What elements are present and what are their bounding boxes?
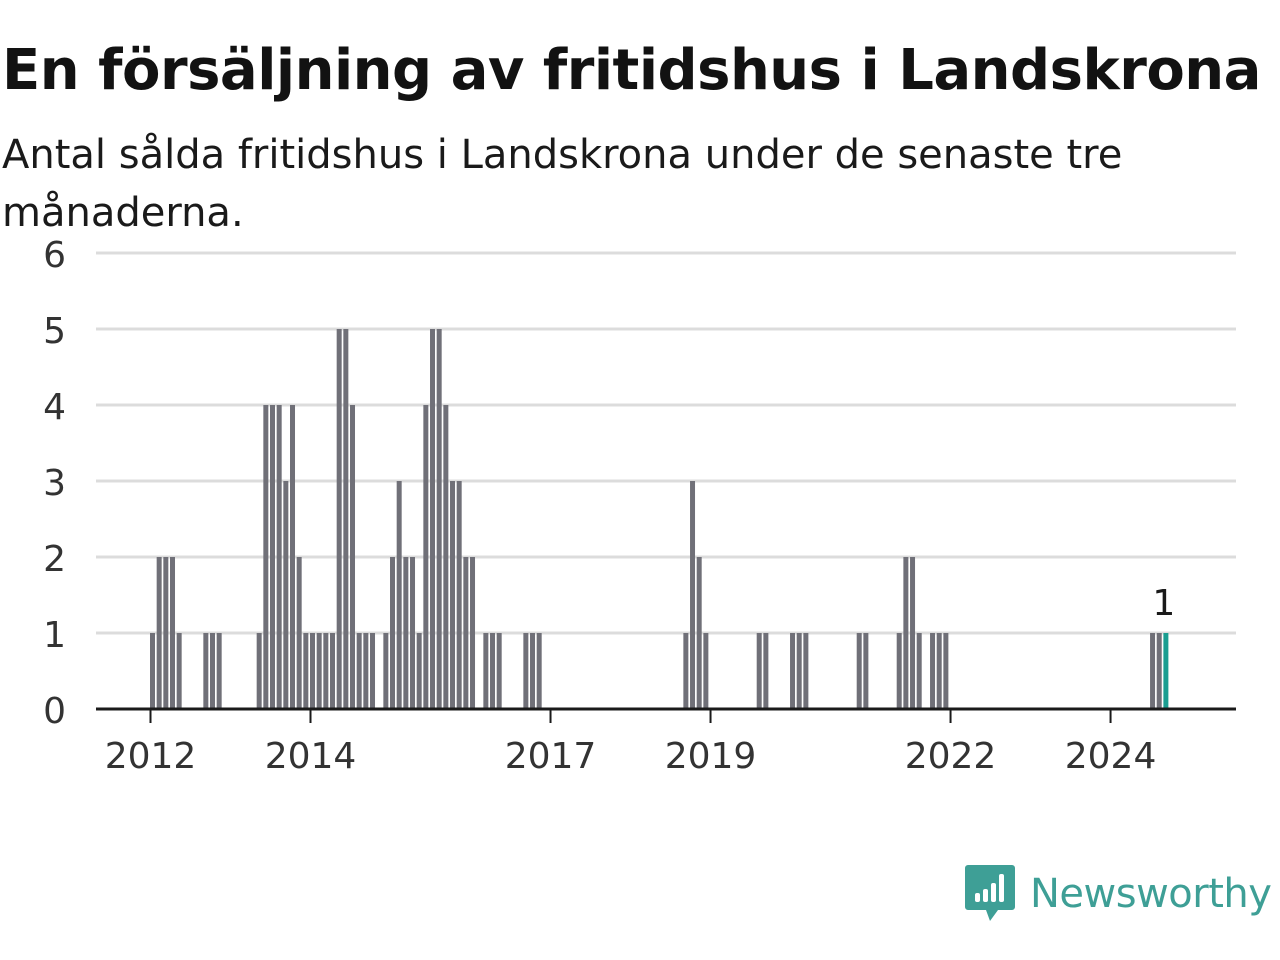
bar (756, 633, 762, 709)
bar (430, 329, 436, 709)
bar (303, 633, 309, 709)
bar (163, 557, 169, 709)
bar (530, 633, 536, 709)
bar (696, 557, 702, 709)
bar (316, 633, 322, 709)
y-tick-label: 4 (43, 387, 66, 428)
bar (536, 633, 542, 709)
bar (296, 557, 302, 709)
bar (150, 633, 155, 709)
bar (210, 633, 216, 709)
bar (690, 481, 696, 709)
newsworthy-logo-icon (965, 865, 1015, 921)
bar (156, 557, 162, 709)
y-tick-label: 1 (43, 615, 66, 656)
bar-highlight (1163, 633, 1169, 709)
bar (270, 405, 276, 709)
bar (416, 633, 422, 709)
x-tick-label: 2022 (905, 736, 997, 777)
bar (796, 633, 802, 709)
bar (790, 633, 796, 709)
bar (803, 633, 809, 709)
bar (896, 633, 902, 709)
bar (863, 633, 869, 709)
bar (176, 633, 182, 709)
bar (256, 633, 262, 709)
bar (310, 633, 316, 709)
bar (450, 481, 456, 709)
bar (263, 405, 269, 709)
y-tick-label: 3 (43, 463, 66, 504)
brand-name: Newsworthy (1030, 871, 1272, 917)
bar (490, 633, 496, 709)
bar (523, 633, 529, 709)
bar (463, 557, 469, 709)
x-tick-label: 2012 (105, 736, 197, 777)
bar (916, 633, 922, 709)
bar (703, 633, 709, 709)
y-tick-label: 5 (43, 311, 66, 352)
x-tick-label: 2019 (665, 736, 757, 777)
bar (930, 633, 936, 709)
x-tick-label: 2017 (505, 736, 597, 777)
bar (763, 633, 769, 709)
bar (370, 633, 376, 709)
bar (423, 405, 429, 709)
y-tick-label: 6 (43, 235, 66, 276)
bar (356, 633, 362, 709)
labels: 0 1 2 3 4 5 6 1 2012 2014 2017 2019 2022 2024 (43, 235, 1175, 777)
bar (856, 633, 862, 709)
bar (403, 557, 409, 709)
bar (330, 633, 336, 709)
data-label: 1 (1152, 583, 1175, 624)
bar (436, 329, 442, 709)
bar (443, 405, 449, 709)
bar (336, 329, 342, 709)
bar (1156, 633, 1162, 709)
y-tick-label: 0 (43, 691, 66, 732)
bar (683, 633, 689, 709)
bar (350, 405, 356, 709)
bar (943, 633, 949, 709)
bar (216, 633, 222, 709)
bar (910, 557, 916, 709)
x-tick-label: 2014 (265, 736, 357, 777)
bar (396, 481, 402, 709)
axes (96, 707, 1236, 723)
bar (290, 405, 296, 709)
bar (410, 557, 416, 709)
y-tick-label: 2 (43, 539, 66, 580)
bar (456, 481, 462, 709)
bar (496, 633, 502, 709)
bar (483, 633, 489, 709)
bar (390, 557, 396, 709)
brand: Newsworthy (964, 862, 1272, 926)
bar (1150, 633, 1156, 709)
bar (323, 633, 329, 709)
x-tick-label: 2024 (1065, 736, 1157, 777)
bar (343, 329, 349, 709)
bar (470, 557, 476, 709)
bar (203, 633, 209, 709)
bar (363, 633, 369, 709)
bar (170, 557, 176, 709)
chart-subtitle: Antal sålda fritidshus i Landskrona unde… (2, 132, 1123, 236)
bar (283, 481, 289, 709)
chart-title: En försäljning av fritidshus i Landskron… (2, 38, 1261, 103)
bar (383, 633, 389, 709)
bars (150, 329, 1169, 709)
bar (903, 557, 909, 709)
bar (276, 405, 282, 709)
bar (936, 633, 942, 709)
